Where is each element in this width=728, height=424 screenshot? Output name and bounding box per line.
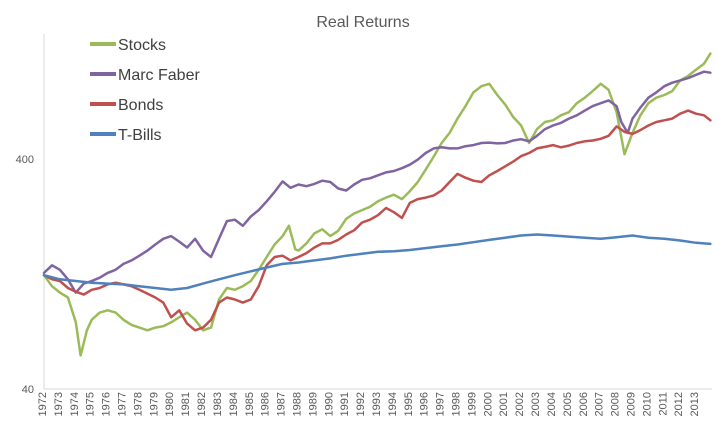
series-line-bonds bbox=[42, 109, 712, 332]
x-tick-label: 2009 bbox=[625, 392, 637, 416]
x-tick-label: 1996 bbox=[419, 392, 431, 416]
x-tick-label: 1989 bbox=[307, 392, 319, 416]
x-tick-label: 1976 bbox=[101, 392, 113, 416]
x-tick-label: 2007 bbox=[594, 392, 606, 416]
x-tick-label: 2004 bbox=[546, 392, 558, 416]
x-tick-label: 2008 bbox=[610, 392, 622, 416]
x-tick-label: 1993 bbox=[371, 392, 383, 416]
legend: Stocks Marc Faber Bonds T-Bills bbox=[90, 37, 200, 144]
x-tick-label: 1981 bbox=[180, 392, 192, 416]
series-line-stocks bbox=[42, 52, 712, 357]
x-tick-label: 1994 bbox=[387, 392, 399, 416]
series-line-t-bills bbox=[42, 233, 712, 292]
x-tick-label: 1986 bbox=[260, 392, 272, 416]
x-tick-label: 2013 bbox=[689, 392, 701, 416]
x-tick-label: 1992 bbox=[355, 392, 367, 416]
y-tick-labels: 40 400 bbox=[16, 154, 34, 396]
x-tick-label: 1984 bbox=[228, 392, 240, 416]
series-line-marc-faber bbox=[42, 70, 712, 294]
x-tick-label: 2001 bbox=[498, 392, 510, 416]
x-tick-label: 1972 bbox=[37, 392, 49, 416]
x-tick-label: 1978 bbox=[132, 392, 144, 416]
x-tick-label: 1980 bbox=[164, 392, 176, 416]
x-tick-label: 1995 bbox=[403, 392, 415, 416]
x-tick-label: 1991 bbox=[339, 392, 351, 416]
x-tick-label: 1974 bbox=[69, 392, 81, 416]
y-tick-label: 40 bbox=[22, 384, 34, 396]
y-tick-label: 400 bbox=[16, 154, 34, 166]
x-tick-label: 1988 bbox=[291, 392, 303, 416]
x-tick-label: 1979 bbox=[148, 392, 160, 416]
legend-label-t-bills: T-Bills bbox=[118, 127, 162, 144]
x-tick-label: 1999 bbox=[466, 392, 478, 416]
series-lines bbox=[42, 52, 712, 357]
legend-label-marc-faber: Marc Faber bbox=[118, 67, 200, 84]
x-tick-label: 1997 bbox=[435, 392, 447, 416]
x-tick-labels: 1972 1973 1974 1975 1976 1977 1978 1979 1980 1981… bbox=[37, 392, 701, 416]
x-tick-label: 2002 bbox=[514, 392, 526, 416]
x-tick-label: 2012 bbox=[673, 392, 685, 416]
x-tick-label: 1998 bbox=[451, 392, 463, 416]
x-tick-label: 2000 bbox=[482, 392, 494, 416]
x-tick-label: 1973 bbox=[53, 392, 65, 416]
x-tick-label: 1977 bbox=[117, 392, 129, 416]
x-tick-label: 1975 bbox=[85, 392, 97, 416]
x-tick-label: 2005 bbox=[562, 392, 574, 416]
x-tick-label: 2010 bbox=[641, 392, 653, 416]
x-tick-label: 1987 bbox=[276, 392, 288, 416]
legend-label-stocks: Stocks bbox=[118, 37, 166, 54]
legend-label-bonds: Bonds bbox=[118, 97, 163, 114]
x-tick-label: 1983 bbox=[212, 392, 224, 416]
chart-title: Real Returns bbox=[316, 14, 409, 31]
x-tick-label: 1982 bbox=[196, 392, 208, 416]
x-tick-label: 2011 bbox=[657, 392, 669, 416]
x-tick-label: 1990 bbox=[323, 392, 335, 416]
x-tick-label: 2006 bbox=[578, 392, 590, 416]
x-tick-label: 2003 bbox=[530, 392, 542, 416]
x-tick-label: 1985 bbox=[244, 392, 256, 416]
